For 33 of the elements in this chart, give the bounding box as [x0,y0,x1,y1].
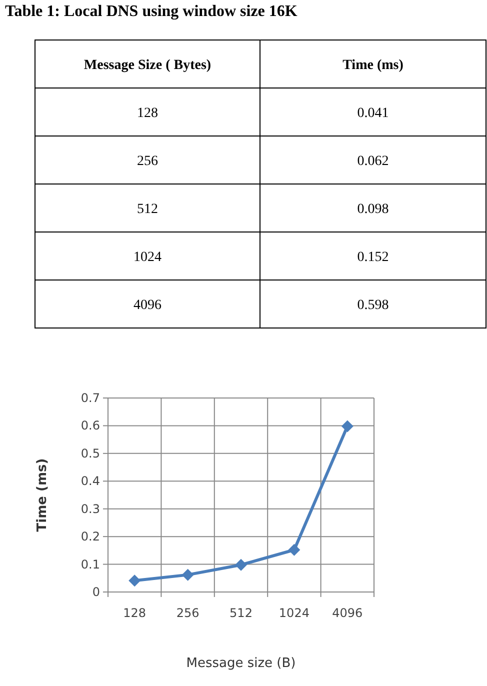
y-tick-label: 0.4 [80,474,100,488]
y-tick-label: 0.5 [80,446,100,460]
x-tick-label: 1024 [278,606,310,620]
text: 0.041 [357,106,389,121]
text: 0.098 [357,202,389,217]
x-tick-label: 128 [123,606,146,620]
point [288,544,300,556]
text: 256 [137,154,158,169]
text: 0.152 [357,250,389,265]
point [182,568,194,581]
text: 4096 [134,298,162,313]
point [128,574,141,587]
y-tick-label: 0.7 [80,391,100,405]
text: Time (ms) [342,58,404,73]
x-tick-label: 4096 [332,606,363,620]
y-tick-label: 0.6 [80,418,100,433]
text: Table 1: Local DNS using window size 16K [5,3,298,20]
point [341,420,354,432]
y-axis-title: Time (ms) [35,458,50,532]
text: Message Size ( Bytes) [84,58,212,73]
x-tick-label: 512 [230,606,252,620]
x-tick-label: 256 [176,606,200,620]
text: 1024 [134,250,162,265]
text: 0.062 [357,154,389,169]
y-tick-label: 0.2 [80,530,100,544]
text: 512 [137,202,158,217]
text: 0.598 [357,298,389,313]
y-tick-label: 0.1 [80,557,100,572]
text: 128 [137,106,158,121]
point [235,558,247,571]
y-tick-label: 0.3 [80,502,100,516]
x-axis-title: Message size (B) [186,656,296,671]
y-tick-label: 0 [92,585,100,599]
